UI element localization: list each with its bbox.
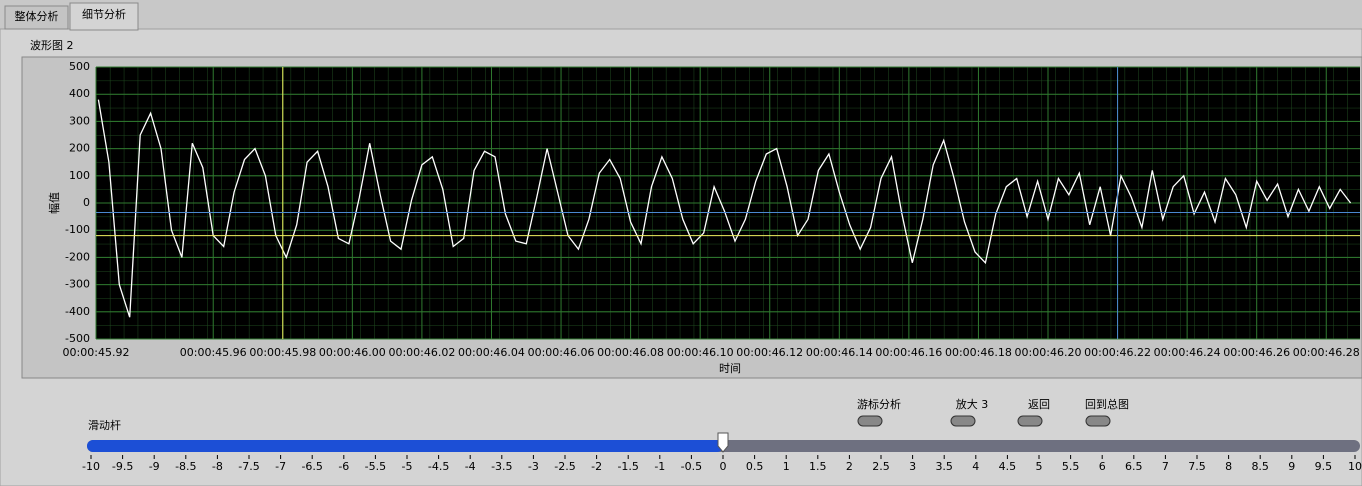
slider-tick-label: -4.5 (428, 460, 449, 473)
x-tick-label: 00:00:46.08 (597, 346, 664, 359)
x-tick-label: 00:00:46.20 (1015, 346, 1082, 359)
y-axis-label: 幅值 (48, 192, 61, 214)
tab-bar (0, 0, 1362, 30)
slider-tick-label: 8.5 (1251, 460, 1269, 473)
slider-tick-label: -0.5 (681, 460, 702, 473)
button-label: 返回 (1028, 398, 1050, 411)
slider-tick-label: -3.5 (491, 460, 512, 473)
x-tick-label: 00:00:46.28 (1293, 346, 1360, 359)
slider-tick-label: -9.5 (112, 460, 133, 473)
y-tick-label: -300 (65, 278, 90, 291)
button-label: 游标分析 (857, 397, 901, 411)
y-tick-label: -400 (65, 305, 90, 318)
x-axis-label: 时间 (719, 362, 741, 375)
x-tick-label: 00:00:46.10 (667, 346, 734, 359)
x-tick-label: 00:00:46.22 (1084, 346, 1151, 359)
waveform (97, 99, 1352, 318)
x-tick-label: 00:00:45.96 (180, 346, 247, 359)
slider-tick-label: -5.5 (365, 460, 386, 473)
x-tick-label: 00:00:46.26 (1223, 346, 1290, 359)
slider-tick-label: 0 (720, 460, 727, 473)
tab-label[interactable]: 细节分析 (82, 7, 126, 21)
y-tick-label: -100 (65, 223, 90, 236)
toggle-switch[interactable] (1085, 415, 1111, 427)
button-label: 放大 3 (956, 397, 989, 411)
slider-tick-label: 3.5 (935, 460, 953, 473)
x-tick-label: 00:00:45.92 (63, 346, 130, 359)
y-tick-label: 100 (69, 169, 90, 182)
slider-tick-label: 4.5 (999, 460, 1017, 473)
slider-tick-label: -10 (82, 460, 100, 473)
y-tick-label: 400 (69, 87, 90, 100)
tab-label[interactable]: 整体分析 (15, 9, 59, 23)
slider-tick-label: 8 (1225, 460, 1232, 473)
x-tick-label: 00:00:46.14 (806, 346, 873, 359)
y-tick-label: 500 (69, 60, 90, 73)
x-tick-label: 00:00:46.04 (458, 346, 525, 359)
y-tick-label: -200 (65, 250, 90, 263)
slider-label: 滑动杆 (88, 418, 121, 432)
x-tick-label: 00:00:46.06 (528, 346, 595, 359)
slider-tick-label: 4 (972, 460, 979, 473)
slider-tick-label: 7.5 (1188, 460, 1206, 473)
slider-tick-label: 3 (909, 460, 916, 473)
slider-tick-label: 6.5 (1125, 460, 1143, 473)
slider-tick-label: 2 (846, 460, 853, 473)
x-tick-label: 00:00:46.16 (875, 346, 942, 359)
slider-tick-label: -1 (654, 460, 665, 473)
slider-tick-label: -6 (338, 460, 349, 473)
slider-tick-label: 6 (1099, 460, 1106, 473)
slider-tick-label: 10 (1348, 460, 1362, 473)
slider-tick-label: -1.5 (617, 460, 638, 473)
button-label: 回到总图 (1085, 397, 1129, 411)
slider-tick-label: 9.5 (1315, 460, 1333, 473)
slider-tick-label: -7 (275, 460, 286, 473)
graph-label: 波形图 2 (30, 39, 74, 52)
slider-tick-label: 1 (783, 460, 790, 473)
slider-tick-label: -2 (591, 460, 602, 473)
y-tick-label: 0 (83, 196, 90, 209)
slider-fill (87, 440, 723, 452)
slider-tick-label: 0.5 (746, 460, 764, 473)
x-tick-label: 00:00:46.18 (945, 346, 1012, 359)
slider-tick-label: 1.5 (809, 460, 827, 473)
slider-tick-label: 2.5 (872, 460, 890, 473)
slider-tick-label: -2.5 (554, 460, 575, 473)
slider-tick-label: -7.5 (238, 460, 259, 473)
toggle-switch[interactable] (1017, 415, 1043, 427)
slider-tick-label: -8 (212, 460, 223, 473)
y-tick-label: 200 (69, 142, 90, 155)
x-tick-label: 00:00:46.00 (319, 346, 386, 359)
slider-tick-label: 9 (1288, 460, 1295, 473)
x-tick-label: 00:00:46.12 (736, 346, 803, 359)
tab[interactable] (69, 2, 139, 31)
y-tick-label: 300 (69, 114, 90, 127)
slider-thumb[interactable] (717, 432, 729, 453)
slider-tick-label: -4 (465, 460, 476, 473)
slider-tick-label: 5 (1036, 460, 1043, 473)
toggle-switch[interactable] (950, 415, 976, 427)
x-tick-label: 00:00:46.02 (388, 346, 455, 359)
tab[interactable] (4, 5, 69, 30)
slider-tick-label: -8.5 (175, 460, 196, 473)
slider-tick-label: -6.5 (301, 460, 322, 473)
toggle-switch[interactable] (857, 415, 883, 427)
slider-tick-label: -3 (528, 460, 539, 473)
slider-tick-label: 7 (1162, 460, 1169, 473)
y-tick-label: -500 (65, 332, 90, 345)
x-tick-label: 00:00:45.98 (249, 346, 316, 359)
slider-tick-label: -9 (149, 460, 160, 473)
slider-tick-label: -5 (402, 460, 413, 473)
x-tick-label: 00:00:46.24 (1154, 346, 1221, 359)
slider-tick-label: 5.5 (1062, 460, 1080, 473)
